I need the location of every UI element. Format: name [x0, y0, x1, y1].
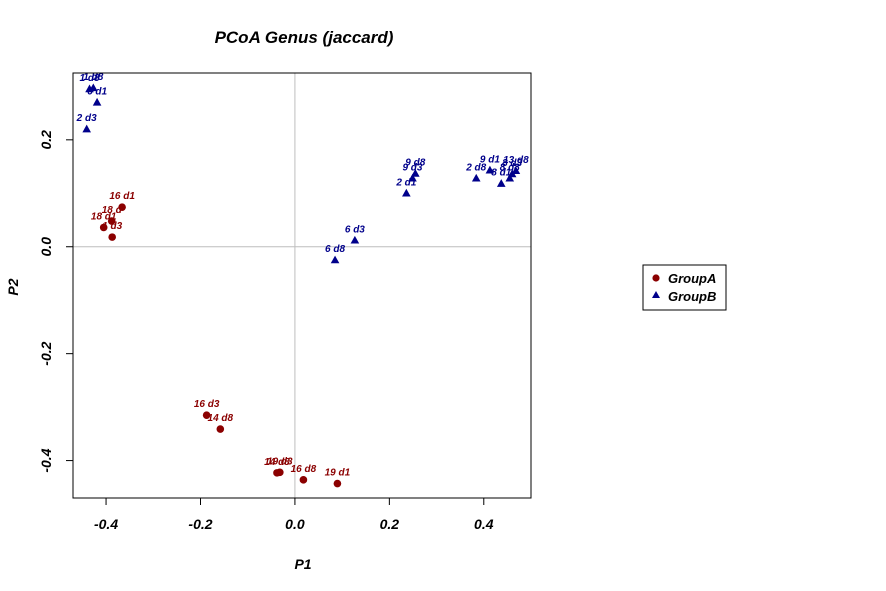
point-groupb	[411, 169, 420, 177]
point-label: 1 d8	[80, 73, 100, 84]
point-label: 2 d1	[395, 177, 416, 188]
legend-label-groupb: GroupB	[668, 289, 716, 304]
x-tick-label: 0.4	[474, 516, 494, 532]
point-groupb	[82, 124, 91, 133]
point-groupa	[299, 476, 308, 484]
y-tick-label: -0.2	[38, 341, 54, 365]
x-tick-label: -0.2	[188, 516, 212, 532]
y-tick-label: -0.4	[38, 448, 54, 472]
point-groupa	[202, 411, 211, 419]
point-label: 1 d3	[102, 221, 122, 232]
x-axis: -0.4 -0.2 0.0 0.2 0.4	[94, 498, 494, 532]
point-label: 9 d3	[402, 162, 422, 173]
point-groupb	[350, 235, 360, 244]
point-groupb	[89, 83, 98, 92]
point-label: 6 d3	[345, 224, 365, 235]
point-label: 14 d8	[264, 457, 290, 468]
point-label: 16 d1	[109, 191, 135, 202]
point-groupb	[92, 97, 102, 106]
x-tick-label: 0.0	[285, 516, 305, 532]
point-groupa	[108, 233, 116, 241]
point-label: 6 d1	[87, 86, 107, 97]
point-groupa	[276, 468, 284, 477]
point-label: 9 d1	[480, 154, 500, 165]
legend: GroupA GroupB	[642, 264, 727, 311]
point-groupa	[99, 223, 108, 232]
plot-frame	[72, 72, 532, 499]
x-axis-label: P1	[294, 556, 311, 572]
y-axis: -0.4 -0.2 0.0 0.2	[38, 130, 73, 473]
point-label: 2 d8	[465, 162, 486, 173]
legend-marker-groupb	[652, 291, 660, 298]
chart-title: PCoA Genus (jaccard)	[215, 28, 394, 47]
point-label: 18 d1	[91, 211, 117, 222]
y-tick-label: 0.2	[38, 130, 54, 150]
point-label: 18 d	[102, 205, 123, 216]
point-label: 14 d8	[208, 413, 234, 424]
x-tick-label: 0.2	[380, 516, 400, 532]
legend-label-groupa: GroupA	[668, 271, 716, 286]
point-label: 6 d8	[325, 244, 345, 255]
point-groupa	[118, 203, 126, 211]
point-groupa	[107, 217, 116, 225]
point-label: 2 d3	[76, 113, 97, 124]
point-groupb	[471, 173, 481, 182]
y-tick-label: 0.0	[38, 237, 54, 257]
point-groupb	[511, 166, 521, 175]
y-axis-label: P2	[5, 278, 21, 295]
point-groupb	[485, 165, 495, 174]
point-label: 16 d3	[194, 399, 220, 410]
point-label: 13 d8	[503, 155, 529, 166]
point-groupa	[216, 425, 225, 433]
point-label: 19 d3	[267, 456, 293, 467]
data-points	[82, 83, 521, 488]
point-groupa	[333, 479, 342, 488]
point-groupb	[330, 255, 340, 264]
point-groupb	[402, 188, 411, 197]
point-label: 9 d8	[405, 158, 425, 169]
point-label: 8 d3	[502, 158, 522, 169]
legend-box	[642, 264, 727, 311]
point-groupb	[505, 173, 515, 182]
point-groupb	[408, 173, 417, 182]
point-groupb	[496, 179, 506, 187]
x-tick-label: -0.4	[94, 516, 118, 532]
point-label: 8 d1	[491, 168, 511, 179]
legend-marker-groupa	[652, 274, 660, 282]
point-label: 1 d8	[83, 72, 103, 83]
point-label: 16 d8	[291, 464, 317, 475]
point-label: 8 d8	[500, 162, 520, 173]
point-label: 19 d1	[325, 468, 351, 479]
